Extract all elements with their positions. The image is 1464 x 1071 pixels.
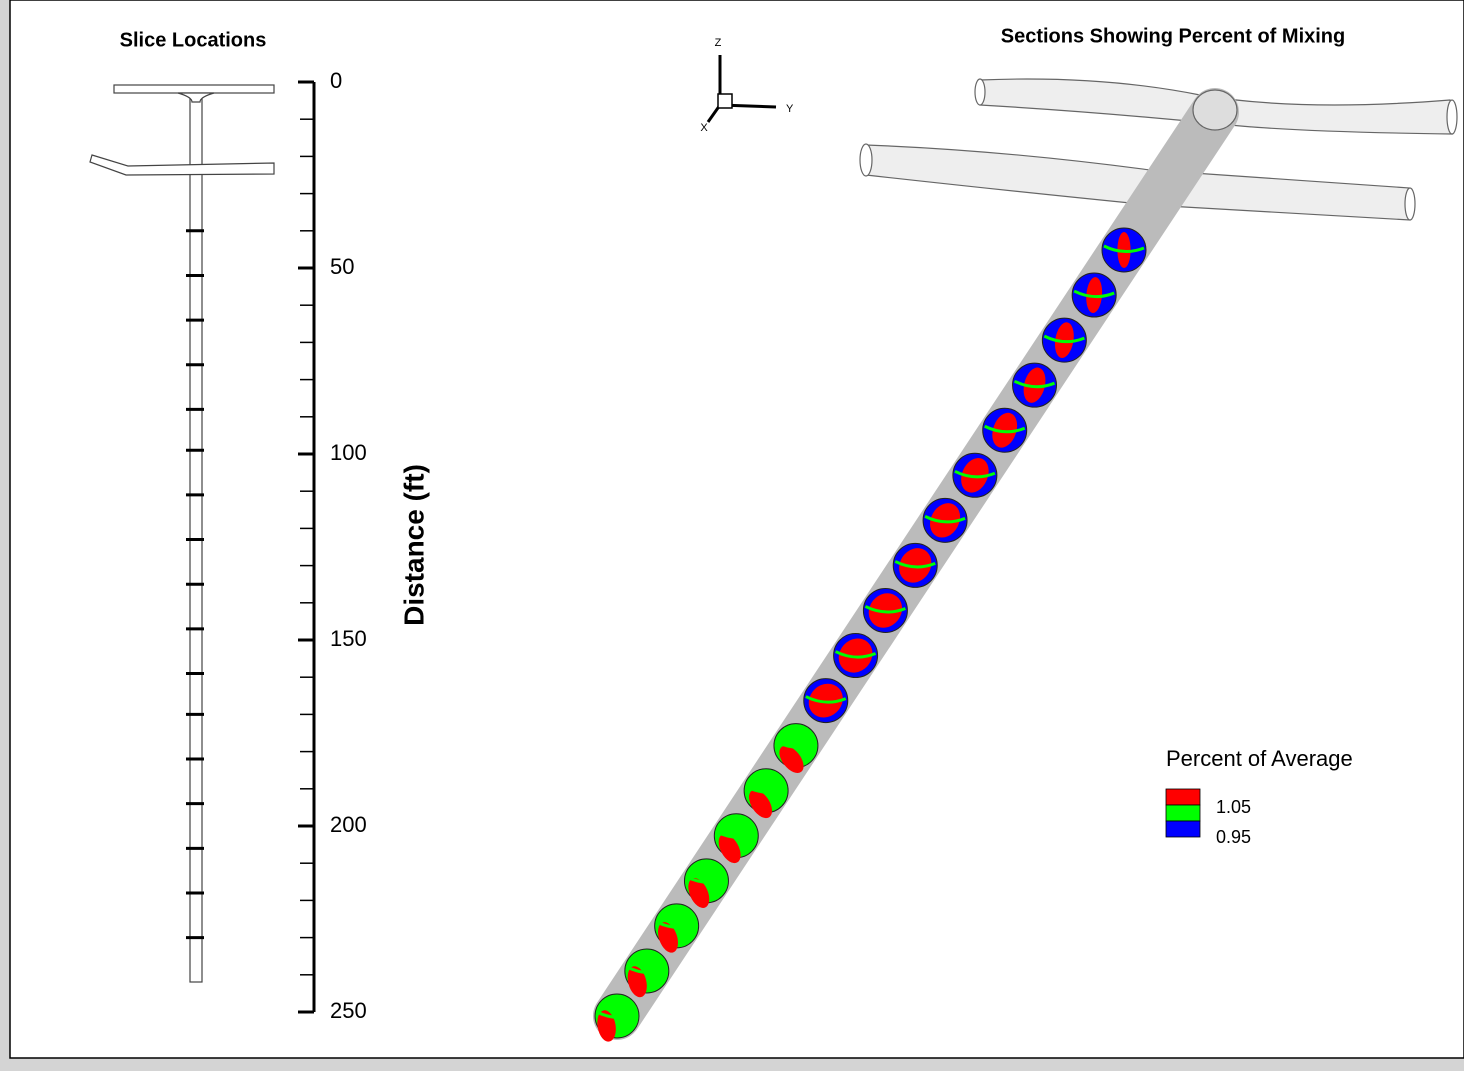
section: [803, 678, 849, 724]
section-part: [924, 515, 966, 524]
section-part: [894, 560, 936, 569]
legend-swatch: [1165, 788, 1201, 806]
legend-label: 0.95: [1216, 827, 1251, 847]
section-part: [834, 650, 877, 659]
section: [624, 948, 670, 998]
mixing-title: Sections Showing Percent of Mixing: [1001, 25, 1345, 47]
section-part: [685, 875, 728, 884]
tick-label: 250: [330, 998, 367, 1023]
section: [1071, 272, 1117, 318]
section: [683, 858, 729, 908]
frame: [9, 0, 1464, 1059]
section-part: [749, 789, 773, 819]
section-part: [984, 424, 1026, 434]
section-part: [715, 830, 757, 839]
section: [922, 497, 968, 543]
section-part: [626, 965, 668, 974]
tick-label: 0: [330, 68, 342, 93]
legend-swatch: [1165, 804, 1201, 822]
section-part: [805, 695, 847, 704]
section-part: [864, 605, 906, 614]
legend-swatch: [1165, 820, 1201, 838]
section: [892, 542, 938, 588]
section-part: [657, 922, 678, 953]
tick-label: 150: [330, 626, 367, 651]
tick-label: 100: [330, 440, 367, 465]
section: [1041, 317, 1087, 363]
axis-z: Z: [715, 37, 722, 49]
section: [952, 452, 998, 498]
legend-label: 1.05: [1216, 797, 1251, 817]
tick-label: 50: [330, 254, 354, 279]
tick-label: 200: [330, 812, 367, 837]
axis-triad: [706, 55, 777, 123]
axis-label: Distance (ft): [398, 464, 429, 626]
section-part: [1043, 334, 1085, 344]
section: [743, 768, 789, 819]
section-part: [596, 1010, 638, 1019]
section-part: [627, 966, 647, 998]
section-part: [1103, 244, 1145, 253]
legend-title: Percent of Average: [1166, 746, 1353, 771]
section: [1012, 362, 1058, 408]
section-part: [954, 469, 996, 479]
section-part: [688, 878, 710, 908]
section: [654, 903, 700, 953]
section: [862, 587, 908, 633]
section-part: [655, 920, 698, 929]
section-part: [775, 740, 817, 749]
section: [594, 993, 640, 1042]
axis-x: X: [700, 122, 708, 134]
section: [833, 633, 879, 679]
section: [1101, 227, 1147, 273]
section-part: [745, 785, 787, 794]
section-part: [1073, 289, 1115, 299]
section-part: [1013, 379, 1056, 389]
section-part: [779, 745, 804, 773]
section: [713, 813, 759, 864]
section-part: [718, 834, 741, 864]
section: [982, 407, 1028, 453]
section: [773, 723, 819, 773]
axis-y: Y: [786, 103, 794, 115]
slice-title: Slice Locations: [120, 29, 267, 51]
